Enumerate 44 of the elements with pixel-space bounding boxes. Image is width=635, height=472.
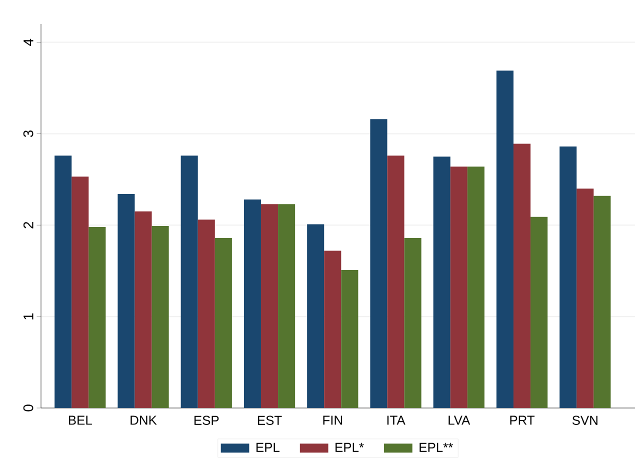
bar — [324, 250, 342, 408]
y-tick-label: 3 — [23, 130, 34, 138]
x-tick-label: SVN — [572, 416, 598, 425]
bar — [244, 200, 261, 408]
bar — [152, 226, 169, 408]
legend-label: EPL — [256, 442, 280, 452]
x-tick-label: DNK — [130, 416, 157, 425]
bar — [450, 166, 468, 408]
bar — [307, 224, 324, 408]
bar — [387, 156, 404, 408]
y-tick-label: 1 — [24, 313, 34, 320]
x-tick-label: LVA — [448, 416, 470, 425]
bar — [88, 226, 106, 408]
bar — [260, 204, 278, 408]
x-tick-label: ITA — [387, 416, 406, 425]
bar — [560, 146, 577, 408]
bar — [576, 188, 594, 408]
bar — [180, 156, 198, 408]
bar — [198, 220, 215, 408]
bar — [433, 156, 450, 408]
bar — [404, 238, 422, 408]
x-tick-label: BEL — [68, 416, 92, 425]
legend-label: EPL** — [420, 442, 453, 452]
y-tick-label: 2 — [23, 222, 34, 228]
bar — [341, 270, 358, 408]
x-tick-label: ESP — [194, 416, 219, 425]
bar — [370, 119, 388, 408]
x-tick-label: EST — [258, 416, 282, 425]
x-tick-label: FIN — [323, 416, 342, 425]
bar — [513, 144, 531, 408]
bar — [72, 176, 89, 408]
bar — [496, 70, 514, 408]
y-tick-label: 4 — [24, 38, 34, 46]
x-tick-label: PRT — [510, 416, 535, 425]
bar — [467, 166, 484, 408]
y-tick-label: 0 — [23, 404, 34, 412]
bar — [214, 238, 232, 408]
bar — [118, 194, 135, 408]
bar — [278, 204, 296, 408]
bar — [594, 196, 611, 408]
bar — [134, 211, 152, 408]
bar — [530, 216, 548, 408]
bar — [54, 156, 72, 408]
legend-label: EPL* — [336, 442, 364, 452]
